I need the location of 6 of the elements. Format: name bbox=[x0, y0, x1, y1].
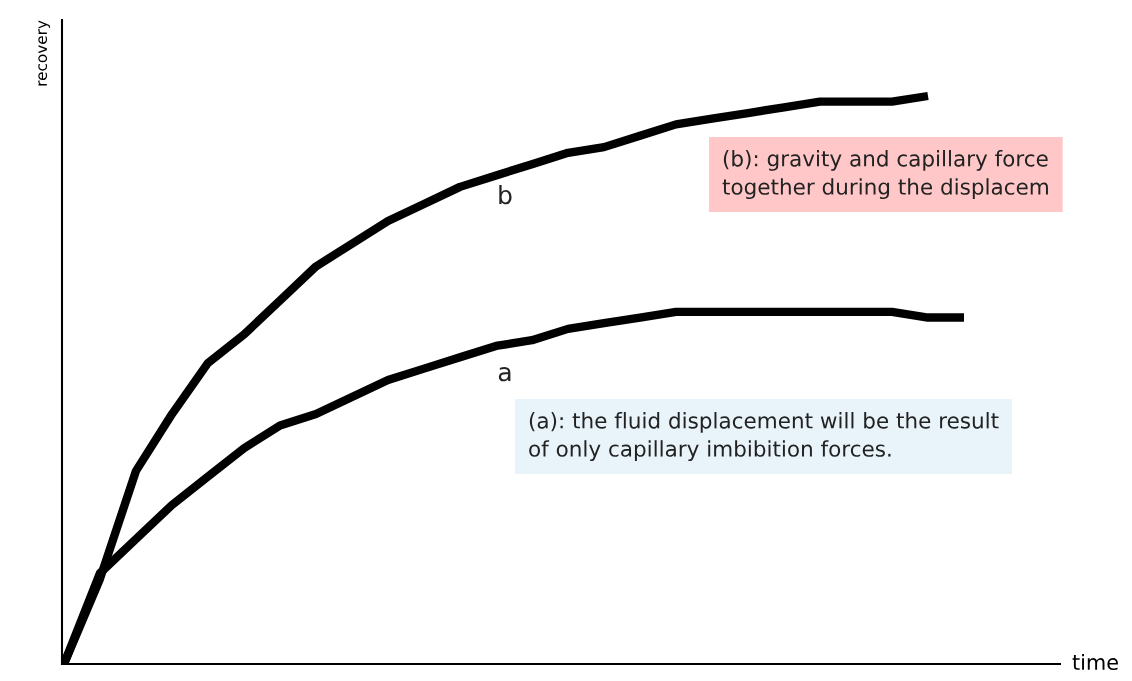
x-axis-title: time bbox=[1072, 653, 1118, 671]
annotation: (b): gravity and capillary force together during the displacem bbox=[722, 150, 1048, 200]
annotation: a bbox=[498, 367, 511, 382]
annotation: b bbox=[499, 185, 512, 205]
y-axis-title: recovery bbox=[38, 20, 51, 86]
annotation: (a): the fluid displacement will be the result of only capillary imbibition forces. bbox=[529, 412, 999, 462]
